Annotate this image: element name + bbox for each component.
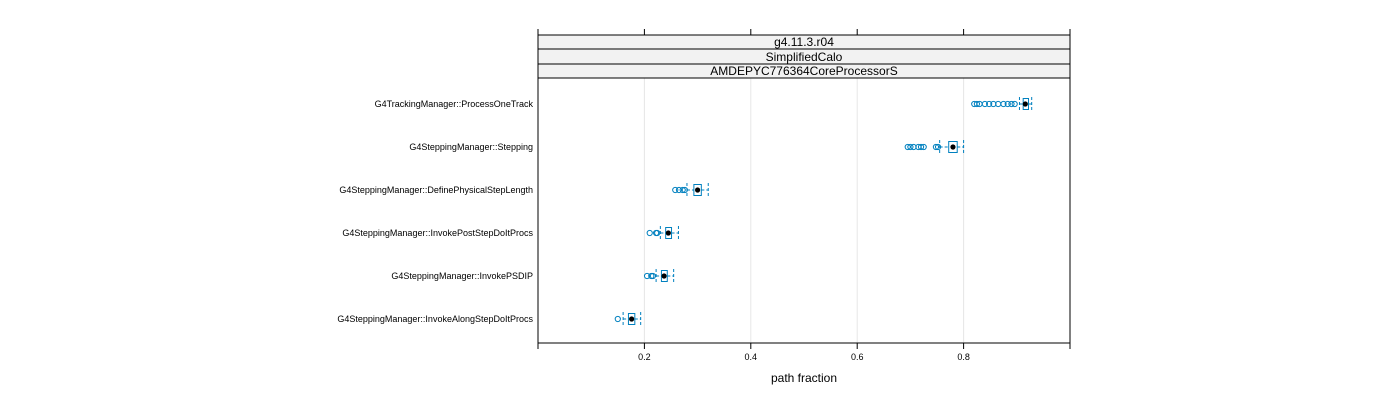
outlier-point [981, 100, 988, 108]
category-label: G4SteppingManager::Stepping [409, 142, 533, 152]
outlier-point [1004, 100, 1011, 108]
box-group [904, 140, 965, 154]
outlier-point [932, 143, 940, 151]
outlier-point [646, 229, 653, 237]
median-dot [665, 230, 671, 236]
median-dot [950, 144, 956, 150]
iqr-box [665, 227, 673, 239]
median-dot [695, 187, 701, 193]
iqr-box [948, 141, 958, 153]
strip-1-label: g4.11.3.r04 [774, 35, 834, 49]
category-label: G4SteppingManager::InvokePSDIP [391, 271, 533, 281]
axes: 0.2 0.4 0.6 0.8 [537, 29, 1071, 362]
iqr-box [627, 313, 636, 325]
category-label: G4SteppingManager::InvokePostStepDoItPro… [342, 228, 533, 238]
x-tick-label: 0.2 [638, 352, 651, 362]
outlier-point [1011, 100, 1018, 108]
median-dot [629, 316, 635, 322]
strip-2-label: SimplifiedCalo [766, 50, 843, 64]
x-axis-title: path fraction [771, 371, 837, 385]
outlier-point [675, 186, 683, 194]
outlier-point [920, 143, 927, 151]
box-group [646, 226, 679, 240]
strip-3-label: AMDEPYC776364CoreProcessorS [710, 64, 897, 78]
box-group [672, 183, 709, 197]
strip-headers: g4.11.3.r04 SimplifiedCalo AMDEPYC776364… [537, 34, 1071, 79]
outlier-point [934, 143, 942, 151]
box-group [971, 97, 1033, 111]
outlier-point [904, 143, 911, 151]
iqr-box [660, 270, 668, 282]
category-label: G4SteppingManager::InvokeAlongStepDoItPr… [337, 314, 533, 324]
median-dot [1022, 101, 1028, 107]
outlier-point [654, 229, 661, 237]
outlier-point [917, 143, 925, 151]
grid-lines [643, 78, 965, 343]
outlier-point [681, 186, 688, 194]
outlier-point [679, 186, 686, 194]
outlier-point [614, 315, 621, 323]
boxes [614, 97, 1033, 326]
outlier-point [643, 272, 651, 280]
category-labels: G4TrackingManager::ProcessOneTrackG4Step… [337, 99, 533, 324]
x-tick-label: 0.6 [851, 352, 864, 362]
outlier-point [672, 186, 679, 194]
iqr-box [693, 184, 702, 196]
outlier-point [1008, 100, 1015, 108]
outlier-point [973, 100, 981, 108]
box-group [614, 312, 642, 326]
outlier-point [907, 143, 914, 151]
x-tick-label: 0.4 [745, 352, 758, 362]
outlier-point [649, 272, 657, 280]
outlier-point [986, 100, 993, 108]
panel-border [537, 77, 1071, 344]
x-tick-label: 0.8 [957, 352, 970, 362]
outlier-point [1000, 100, 1007, 108]
median-dot [661, 273, 667, 279]
box-group [643, 269, 675, 283]
category-label: G4SteppingManager::DefinePhysicalStepLen… [339, 185, 533, 195]
category-label: G4TrackingManager::ProcessOneTrack [375, 99, 534, 109]
